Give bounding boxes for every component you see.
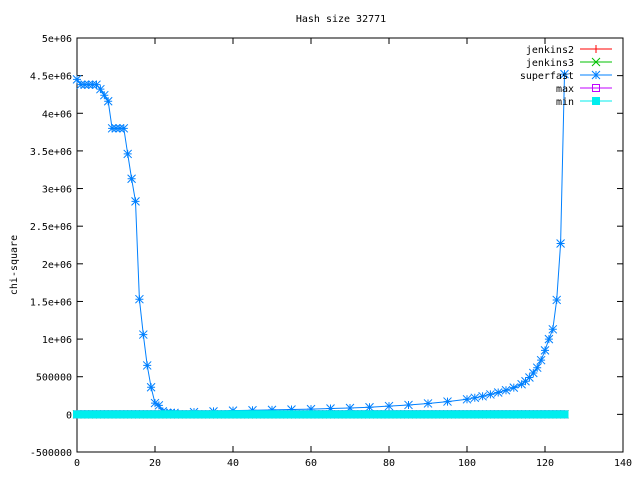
data-point-superfast xyxy=(267,405,277,415)
y-tick-label: 2e+06 xyxy=(42,260,72,271)
legend-marker-max xyxy=(592,84,600,92)
y-tick-label: 4e+06 xyxy=(42,109,72,120)
data-point-superfast xyxy=(248,405,257,415)
data-point-superfast xyxy=(146,382,156,392)
data-point-superfast xyxy=(119,123,129,133)
x-tick-label: 40 xyxy=(227,458,239,469)
x-tick-label: 0 xyxy=(74,458,80,469)
data-point-superfast xyxy=(517,379,526,389)
data-point-superfast xyxy=(138,330,148,339)
data-point-superfast xyxy=(92,80,101,90)
legend: jenkins2 jenkins3 superfast max min xyxy=(520,45,612,108)
data-point-superfast xyxy=(154,400,164,410)
plot-area xyxy=(72,69,569,419)
y-tick-label: 3.5e+06 xyxy=(30,147,72,158)
data-point-superfast xyxy=(478,391,487,401)
x-tick-label: 20 xyxy=(149,458,161,469)
legend-marker-superfast xyxy=(591,70,601,80)
data-point-superfast xyxy=(536,355,546,365)
legend-label-min: min xyxy=(556,97,574,108)
legend-marker-jenkins2 xyxy=(592,45,600,53)
x-tick-label: 120 xyxy=(536,458,554,469)
data-point-superfast xyxy=(548,324,558,334)
data-point-superfast xyxy=(345,403,355,413)
data-point-superfast xyxy=(135,294,144,304)
legend-marker-min xyxy=(592,97,600,105)
data-point-superfast xyxy=(528,368,538,378)
chart-title: Hash size 32771 xyxy=(296,14,386,25)
y-tick-label: -500000 xyxy=(30,448,72,459)
data-point-superfast xyxy=(287,405,296,414)
data-point-superfast xyxy=(532,363,542,373)
y-tick-label: 0 xyxy=(66,410,72,421)
legend-label-max: max xyxy=(556,84,574,95)
data-point-superfast xyxy=(540,346,550,355)
data-point-superfast xyxy=(501,385,511,395)
data-point-superfast xyxy=(142,361,152,370)
y-tick-label: 1e+06 xyxy=(42,335,72,346)
x-tick-label: 80 xyxy=(383,458,395,469)
x-tick-label: 60 xyxy=(305,458,317,469)
data-point-superfast xyxy=(556,239,565,248)
y-tick-label: 2.5e+06 xyxy=(30,222,72,233)
axes-group xyxy=(76,37,624,453)
data-point-superfast xyxy=(150,398,160,408)
data-point-superfast xyxy=(443,397,452,406)
data-point-min xyxy=(560,410,569,419)
data-point-superfast xyxy=(544,334,554,344)
y-tick-label: 5e+06 xyxy=(42,34,72,45)
data-point-superfast xyxy=(326,404,335,413)
legend-label-superfast: superfast xyxy=(520,71,574,82)
data-point-superfast xyxy=(509,383,519,392)
data-point-superfast xyxy=(525,373,534,382)
y-axis-label: chi-square xyxy=(9,235,20,295)
data-point-superfast xyxy=(560,69,569,79)
y-tick-label: 3e+06 xyxy=(42,185,72,196)
series-min xyxy=(73,410,569,419)
legend-label-jenkins2: jenkins2 xyxy=(526,45,574,56)
data-point-superfast xyxy=(127,174,136,184)
tick-group: 0 20 40 60 80 100 120 140-50000005000001e+061.5… xyxy=(30,34,632,469)
y-tick-label: 4.5e+06 xyxy=(30,72,72,83)
data-point-superfast xyxy=(72,75,82,84)
y-tick-label: 500000 xyxy=(36,373,72,384)
legend-marker-jenkins3 xyxy=(591,57,601,67)
data-point-superfast xyxy=(486,390,495,399)
data-point-superfast xyxy=(493,388,503,397)
data-point-superfast xyxy=(470,393,480,403)
data-point-superfast xyxy=(96,84,105,94)
data-point-superfast xyxy=(404,400,413,410)
data-point-superfast xyxy=(131,196,140,206)
data-point-superfast xyxy=(99,90,109,100)
plot-border xyxy=(76,37,624,453)
series-superfast xyxy=(72,69,569,418)
data-point-superfast xyxy=(462,394,472,404)
legend-label-jenkins3: jenkins3 xyxy=(526,58,574,69)
data-point-superfast xyxy=(365,402,374,412)
y-tick-label: 1.5e+06 xyxy=(30,297,72,308)
data-point-superfast xyxy=(423,399,433,408)
data-point-superfast xyxy=(306,404,316,414)
data-point-superfast xyxy=(123,149,133,159)
x-tick-label: 100 xyxy=(458,458,476,469)
data-point-superfast xyxy=(103,96,113,106)
data-point-superfast xyxy=(552,295,562,305)
data-point-superfast xyxy=(384,401,394,411)
x-tick-label: 140 xyxy=(614,458,632,469)
